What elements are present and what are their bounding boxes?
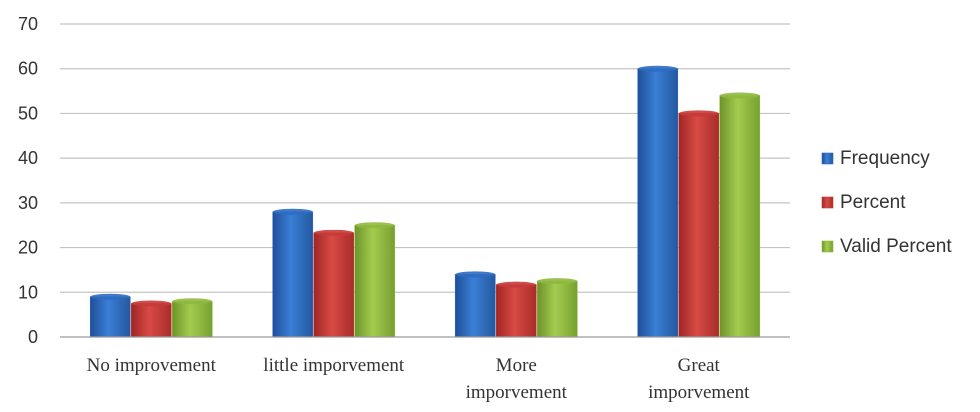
bar-percent-little-imporvement [313,232,355,338]
bars [89,65,761,338]
bar-cap [637,65,678,72]
bar-cap [131,300,172,307]
y-tick-label: 0 [28,327,38,347]
bar-cap [496,281,537,288]
bar-cap [354,222,395,229]
bar-cap [90,293,131,300]
bar-cap [455,271,496,278]
y-tick-label: 10 [18,282,38,302]
legend-item-valid-percent: Valid Percent [821,236,952,257]
legend-label: Frequency [840,148,930,169]
y-tick-label: 30 [18,193,38,213]
gridlines [60,23,790,293]
x-tick-label: imporvement [648,382,750,403]
y-tick-label: 40 [18,148,38,168]
x-tick-label: No improvement [87,355,217,376]
bar-cap [537,278,578,285]
legend-label: Valid Percent [840,236,952,257]
legend-swatch [821,240,834,253]
legend-label: Percent [840,192,906,213]
bar-frequency-more-imporvement [454,274,496,338]
bar-cap [313,229,354,236]
y-tick-label: 70 [18,14,38,34]
x-tick-label: Great [678,355,721,376]
x-tick-label: imporvement [466,382,568,403]
bar-valid-percent-little-imporvement [354,224,396,338]
legend-swatch [821,152,834,165]
legend-swatch [821,196,834,209]
x-axis: No improvement little imporvement More impo… [87,355,751,403]
y-axis: 0 10 20 30 40 50 60 70 [18,14,38,347]
y-tick-label: 60 [18,59,38,79]
bar-frequency-no-improvement [89,296,131,338]
bar-cap [678,110,719,117]
bar-percent-more-imporvement [495,284,537,338]
bar-frequency-little-imporvement [272,211,314,338]
y-tick-label: 50 [18,103,38,123]
legend-item-percent: Percent [821,192,906,213]
bar-cap [719,92,760,99]
x-tick-label: More [496,355,537,376]
y-tick-label: 20 [18,238,38,258]
bar-valid-percent-great-imporvement [719,95,761,338]
x-tick-label: little imporvement [263,355,405,376]
bar-percent-great-imporvement [678,113,720,338]
bar-cap [272,208,313,215]
bar-frequency-great-imporvement [637,68,679,338]
legend: Frequency Percent Valid Percent [821,148,952,257]
bar-cap [172,298,213,305]
bar-percent-no-improvement [130,303,172,338]
bar-valid-percent-no-improvement [171,300,213,338]
legend-item-frequency: Frequency [821,148,930,169]
bar-valid-percent-more-imporvement [536,280,578,338]
